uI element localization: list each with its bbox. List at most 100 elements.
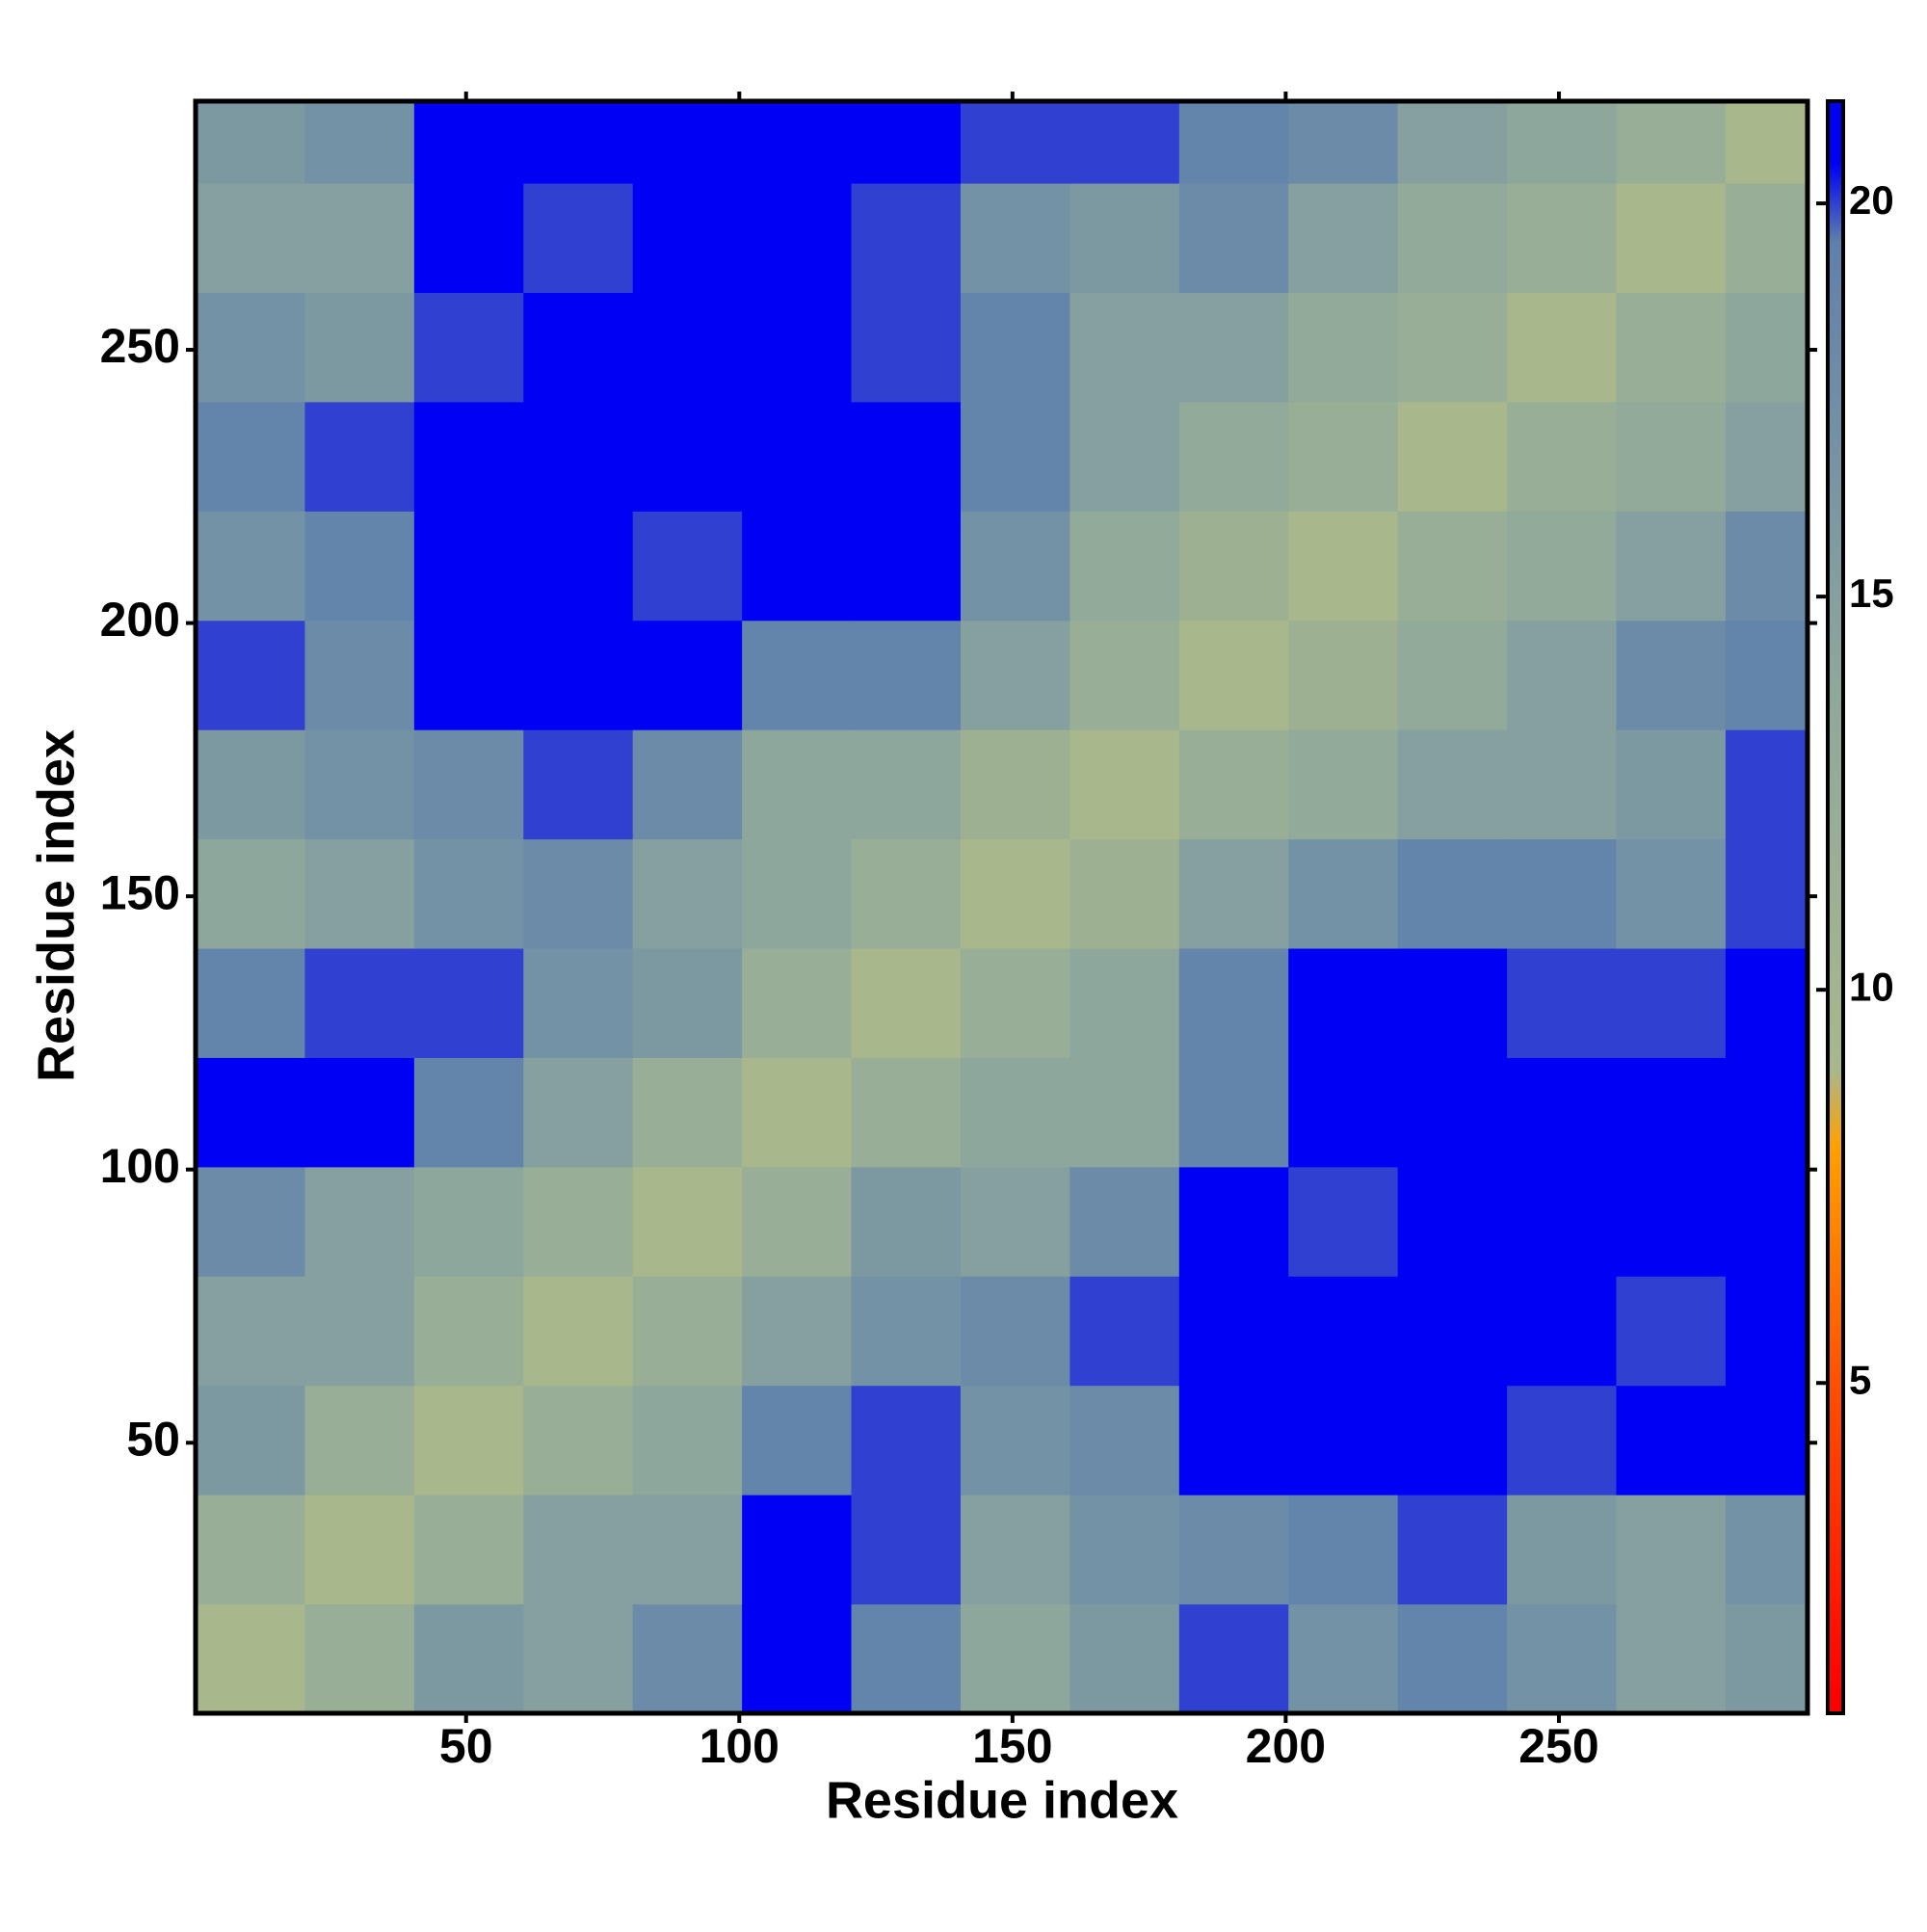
- heatmap-cell: [196, 1385, 305, 1495]
- heatmap-cell: [1069, 729, 1180, 840]
- heatmap-cell: [1178, 183, 1289, 293]
- heatmap-cell: [632, 183, 743, 293]
- heatmap-cell: [523, 729, 634, 840]
- heatmap-cell: [1288, 511, 1399, 622]
- heatmap-cell: [523, 1495, 634, 1605]
- heatmap-cell: [960, 183, 1070, 293]
- heatmap-cell: [196, 292, 305, 403]
- heatmap-cell: [1288, 620, 1399, 730]
- heatmap-cell: [960, 1276, 1070, 1387]
- heatmap-cell: [1178, 1385, 1289, 1495]
- heatmap-cell: [960, 401, 1070, 512]
- y-tick-label: 50: [126, 1412, 180, 1466]
- heatmap-cell: [960, 1166, 1070, 1277]
- heatmap-cell: [742, 401, 853, 512]
- heatmap-cell: [523, 1276, 634, 1387]
- heatmap-cell: [1507, 401, 1618, 512]
- heatmap-cell: [1178, 401, 1289, 512]
- heatmap-cell: [1069, 183, 1180, 293]
- heatmap-cell: [1725, 1166, 1808, 1277]
- heatmap-cell: [1069, 1166, 1180, 1277]
- heatmap-cell: [196, 1495, 305, 1605]
- heatmap-cell: [413, 1276, 524, 1387]
- heatmap-cell: [1397, 183, 1508, 293]
- heatmap-cell: [1397, 1057, 1508, 1168]
- heatmap-cell: [1725, 729, 1808, 840]
- heatmap-cell: [632, 511, 743, 622]
- heatmap-cell: [1616, 401, 1727, 512]
- heatmap-cell: [196, 838, 305, 949]
- heatmap-cell: [523, 948, 634, 1058]
- heatmap-cell: [196, 1603, 305, 1714]
- heatmap-cell: [413, 729, 524, 840]
- heatmap-cell: [1178, 838, 1289, 949]
- heatmap-cell: [632, 292, 743, 403]
- heatmap-cell: [413, 292, 524, 403]
- heatmap-cell: [1725, 1385, 1808, 1495]
- heatmap-cell: [1397, 1385, 1508, 1495]
- heatmap-cell: [851, 1603, 962, 1714]
- heatmap-cell: [196, 401, 305, 512]
- heatmap-cell: [1507, 948, 1618, 1058]
- colorbar-tick-label: 5: [1849, 1357, 1871, 1402]
- heatmap-cell: [851, 511, 962, 622]
- heatmap-cell: [1288, 292, 1399, 403]
- heatmap-cell: [632, 1166, 743, 1277]
- heatmap-cell: [304, 511, 415, 622]
- heatmap-cell: [1616, 1276, 1727, 1387]
- heatmap-cell: [1069, 101, 1180, 184]
- heatmap-cell: [1178, 1166, 1289, 1277]
- heatmap-cell: [523, 838, 634, 949]
- y-tick-label: 250: [100, 319, 180, 373]
- heatmap-cell: [960, 292, 1070, 403]
- heatmap-cell: [1069, 620, 1180, 730]
- heatmap-cell: [742, 620, 853, 730]
- heatmap-cell: [1288, 101, 1399, 184]
- heatmap-cell: [960, 1057, 1070, 1168]
- heatmap-cell: [1507, 292, 1618, 403]
- heatmap-cell: [1507, 838, 1618, 949]
- heatmap-cell: [1507, 1495, 1618, 1605]
- heatmap-cell: [523, 1166, 634, 1277]
- y-tick-label: 100: [100, 1139, 180, 1193]
- heatmap: [196, 101, 1808, 1714]
- heatmap-cell: [742, 292, 853, 403]
- heatmap-cell: [523, 401, 634, 512]
- heatmap-cell: [1616, 1495, 1727, 1605]
- heatmap-cell: [1616, 101, 1727, 184]
- heatmap-cell: [413, 511, 524, 622]
- heatmap-cell: [304, 620, 415, 730]
- heatmap-cell: [523, 183, 634, 293]
- heatmap-cell: [304, 183, 415, 293]
- heatmap-cell: [742, 1495, 853, 1605]
- heatmap-cell: [1178, 1276, 1289, 1387]
- heatmap-cell: [1178, 729, 1289, 840]
- heatmap-cell: [1397, 292, 1508, 403]
- heatmap-cell: [1178, 101, 1289, 184]
- heatmap-cell: [1288, 1385, 1399, 1495]
- heatmap-cell: [1725, 1603, 1808, 1714]
- heatmap-cell: [1288, 1057, 1399, 1168]
- heatmap-cell: [1397, 1276, 1508, 1387]
- y-tick-label: 150: [100, 865, 180, 919]
- heatmap-cell: [1069, 1603, 1180, 1714]
- heatmap-cell: [196, 101, 305, 184]
- heatmap-cell: [304, 1166, 415, 1277]
- heatmap-cell: [413, 1603, 524, 1714]
- heatmap-cell: [1397, 948, 1508, 1058]
- heatmap-cell: [304, 1057, 415, 1168]
- heatmap-cell: [1178, 948, 1289, 1058]
- heatmap-cell: [523, 511, 634, 622]
- colorbar-tick-label: 10: [1849, 964, 1894, 1009]
- heatmap-cell: [1288, 838, 1399, 949]
- heatmap-cell: [960, 1385, 1070, 1495]
- heatmap-cell: [1397, 1166, 1508, 1277]
- heatmap-cell: [1069, 838, 1180, 949]
- heatmap-cell: [1069, 1495, 1180, 1605]
- heatmap-cell: [632, 838, 743, 949]
- heatmap-cell: [742, 948, 853, 1058]
- heatmap-cell: [1288, 1276, 1399, 1387]
- heatmap-cell: [1178, 1495, 1289, 1605]
- heatmap-cell: [1069, 292, 1180, 403]
